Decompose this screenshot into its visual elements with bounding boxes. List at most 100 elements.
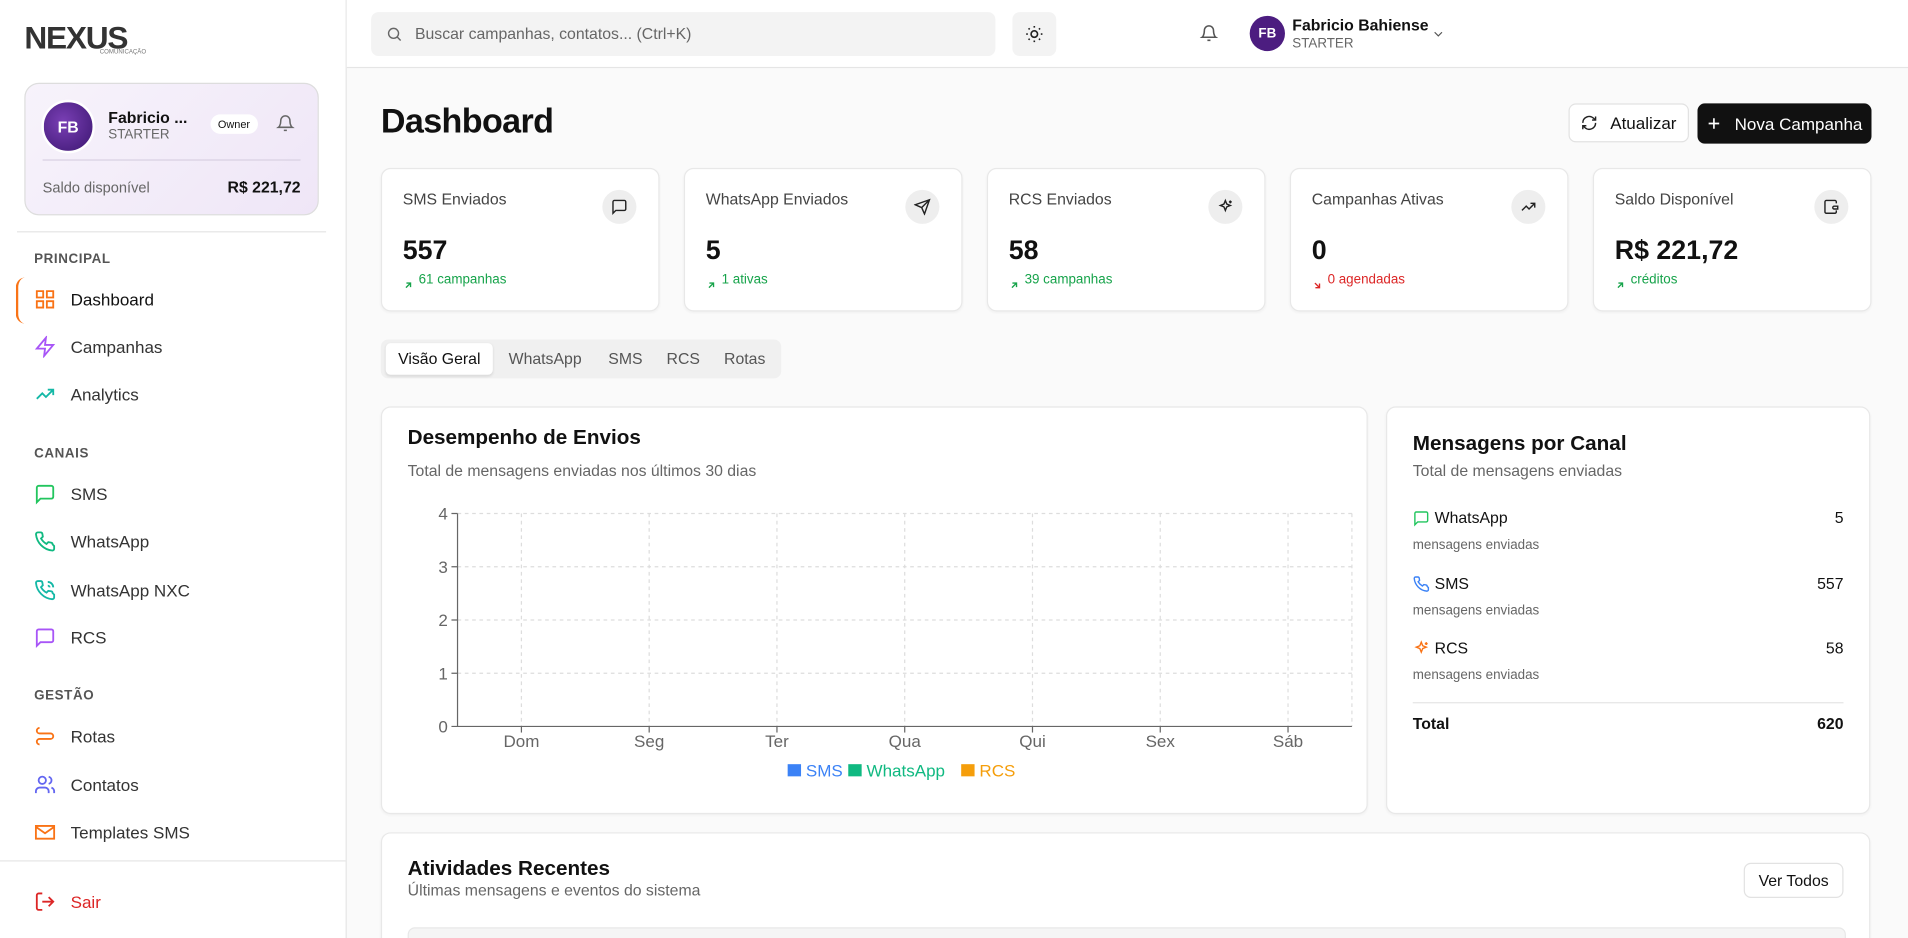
channel-name: RCS <box>1434 638 1469 658</box>
user-plan: STARTER <box>108 127 170 143</box>
stat-note-icon <box>1615 275 1626 297</box>
profile-card: FB Fabricio ... STARTER Owner Saldo disp… <box>24 82 319 216</box>
nav-item[interactable]: SMS <box>34 483 108 505</box>
avatar: FB <box>41 99 95 154</box>
icon <box>35 484 55 505</box>
x-tick-label: Sáb <box>1273 732 1303 751</box>
card-subtitle: Total de mensagens enviadas <box>1412 461 1623 480</box>
stat-card: WhatsApp Enviados 5 1 ativas <box>683 167 963 312</box>
nav-item[interactable]: Analytics <box>34 383 139 405</box>
channel-icon <box>1413 575 1430 598</box>
legend-swatch <box>787 764 802 777</box>
icon <box>1824 199 1839 214</box>
legend-swatch <box>848 764 862 777</box>
x-tick-label: Ter <box>765 732 789 751</box>
section-title: GESTÃO <box>34 688 95 704</box>
new-campaign-button[interactable]: Nova Campanha <box>1697 103 1872 144</box>
stat-value: 0 <box>1311 234 1327 266</box>
search-box[interactable]: Buscar campanhas, contatos... (Ctrl+K) <box>371 12 996 56</box>
role-badge: Owner <box>210 114 258 134</box>
stat-label: WhatsApp Enviados <box>705 189 849 209</box>
channel-note: mensagens enviadas <box>1412 602 1540 618</box>
tab[interactable]: Visão Geral <box>385 343 493 375</box>
nav-item[interactable]: Contatos <box>34 773 139 795</box>
logo[interactable]: NEXUS <box>24 19 128 56</box>
total-value: 620 <box>1817 714 1844 733</box>
avatar[interactable]: FB <box>1249 15 1285 52</box>
stat-note: 0 agendadas <box>1327 272 1405 288</box>
user-name: Fabricio ... <box>108 108 188 127</box>
nav-item[interactable]: Campanhas <box>34 335 162 358</box>
stat-card: SMS Enviados 557 61 campanhas <box>380 167 660 312</box>
active-indicator <box>15 277 26 324</box>
channel-icon <box>1413 640 1430 663</box>
user-name: Fabricio Bahiense <box>1292 15 1429 35</box>
stat-value: R$ 221,72 <box>1614 234 1739 266</box>
icon <box>34 825 56 840</box>
x-tick-label: Qui <box>1019 732 1045 751</box>
bell-icon[interactable] <box>1199 24 1219 42</box>
tab[interactable]: WhatsApp <box>508 349 582 368</box>
nav-item[interactable]: Rotas <box>34 725 115 747</box>
bell-icon[interactable] <box>276 114 295 132</box>
chart-title: Desempenho de Envios <box>408 426 641 449</box>
y-tick-label: 4 <box>438 505 447 524</box>
nav-label: Dashboard <box>70 289 154 310</box>
chart: Desempenho de Envios Total de mensagens … <box>408 426 1353 780</box>
y-tick-label: 0 <box>438 718 447 737</box>
stat-icon <box>1208 189 1243 224</box>
chevron[interactable] <box>1431 27 1446 42</box>
icon <box>1414 511 1429 527</box>
stat-label: Campanhas Ativas <box>1311 189 1444 209</box>
logout[interactable]: Sair <box>34 891 101 913</box>
logout-label: Sair <box>70 891 101 912</box>
stat-value: 58 <box>1008 234 1039 266</box>
icon <box>35 727 55 746</box>
stat-label: Saldo Disponível <box>1614 189 1734 209</box>
tab[interactable]: RCS <box>666 349 700 368</box>
trend-arrow <box>1314 282 1321 289</box>
icon <box>36 388 55 400</box>
view-all-button[interactable]: Ver Todos <box>1743 862 1844 899</box>
x-tick-label: Qua <box>889 732 922 751</box>
stat-icon <box>1814 189 1849 224</box>
icon <box>1414 640 1429 655</box>
stat-note-icon <box>706 275 717 297</box>
x-tick-label: Dom <box>503 732 539 751</box>
stat-card: RCS Enviados 58 39 campanhas <box>986 167 1266 312</box>
stat-note: 1 ativas <box>721 272 768 288</box>
nav-item[interactable]: Dashboard <box>34 288 154 310</box>
page-title: Dashboard <box>380 102 554 140</box>
icon <box>1413 575 1430 592</box>
icon <box>34 335 56 358</box>
trend-arrow <box>405 282 412 289</box>
nav-item[interactable]: Templates SMS <box>34 821 190 843</box>
trend-arrow <box>1617 282 1624 289</box>
nav-item[interactable]: WhatsApp NXC <box>34 579 190 601</box>
card-title: Mensagens por Canal <box>1412 431 1627 456</box>
card-title: Atividades Recentes <box>407 856 610 880</box>
nav-label: Analytics <box>70 384 139 404</box>
channel-name: WhatsApp <box>1434 508 1508 527</box>
theme-toggle[interactable] <box>1012 12 1057 56</box>
channel-card: Mensagens por Canal Total de mensagens e… <box>1385 406 1871 815</box>
chart-card: Desempenho de Envios Total de mensagens … <box>380 406 1368 815</box>
tab[interactable]: SMS <box>608 349 643 368</box>
channel-icon <box>1413 510 1430 533</box>
legend-label: SMS <box>806 761 843 780</box>
trend-arrow <box>708 282 715 289</box>
channel-value: 5 <box>1834 508 1844 527</box>
nav-label: SMS <box>70 484 108 504</box>
nav-item[interactable]: WhatsApp <box>34 531 149 553</box>
stat-note-icon <box>1009 275 1020 297</box>
refresh-button[interactable]: Atualizar <box>1568 103 1689 143</box>
chart-subtitle: Total de mensagens enviadas nos últimos … <box>408 463 757 480</box>
activity-list <box>407 927 1846 938</box>
nav-item[interactable]: RCS <box>34 627 107 649</box>
stat-label: RCS Enviados <box>1008 189 1112 209</box>
stat-note-icon <box>1312 275 1323 297</box>
stat-label: SMS Enviados <box>402 189 507 209</box>
icon <box>35 531 56 552</box>
tab[interactable]: Rotas <box>724 349 766 368</box>
